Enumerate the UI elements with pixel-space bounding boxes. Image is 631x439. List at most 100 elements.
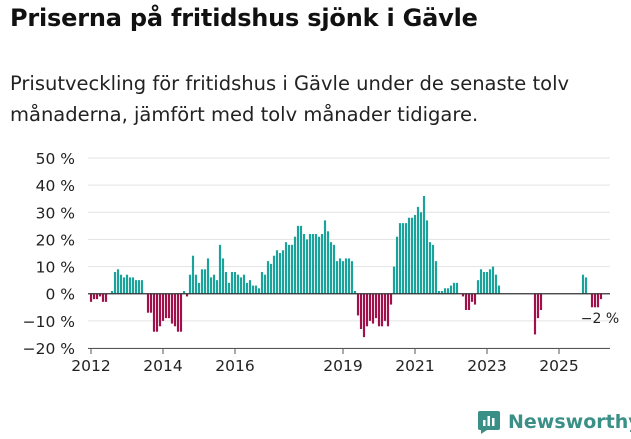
bar [488,269,492,294]
bar [446,288,450,294]
bar [239,277,243,294]
bar [347,258,351,294]
bar [389,293,393,305]
bar [110,291,114,294]
bar [206,258,210,294]
bar [335,261,339,294]
bar [491,266,495,294]
bar [113,272,117,294]
bar [449,285,453,294]
chart-title: Priserna på fritidshus sjönk i Gävle [10,4,478,32]
bar [131,277,135,294]
bar [269,263,273,294]
bar [203,269,207,294]
bar [140,280,144,294]
bar [536,293,540,319]
bar [188,274,192,294]
bar [590,293,594,308]
bar [128,277,132,294]
bar [410,217,414,294]
bar [368,293,372,321]
tick-labels: −20 % −10 % 0 % 10 % 20 % 30 % 40 % 50 % 2012 201… [23,150,620,375]
bar [281,250,285,294]
bar [383,293,387,321]
bar [248,280,252,294]
bar [173,293,177,327]
bar [365,293,369,327]
bar [209,277,213,294]
y-tick-label: −10 % [23,313,75,331]
bar [341,261,345,294]
y-tick-label: 10 % [36,259,75,277]
bar [266,261,270,294]
bar [98,293,102,297]
bar [314,234,318,294]
bar [470,293,474,302]
bar [428,242,432,294]
bar [434,261,438,294]
bar [233,272,237,294]
bar [125,274,129,294]
bar [485,272,489,294]
bar [263,274,267,294]
bar [152,293,156,332]
bar [290,244,294,294]
bar [305,239,309,294]
x-tick-label: 2025 [539,357,578,375]
bar [431,244,435,294]
bar [482,272,486,294]
bar [311,234,315,294]
bar [284,242,288,294]
bar [224,272,228,294]
y-tick-label: 50 % [36,150,75,168]
bar [245,282,249,294]
bar [212,274,216,294]
bar [401,223,405,294]
bar [350,261,354,294]
bar [116,269,120,294]
bar [443,288,447,294]
bar [353,291,357,294]
x-tick-label: 2023 [467,357,506,375]
bar [176,293,180,332]
bar [596,293,600,308]
bar [221,258,225,294]
bar [380,293,384,327]
bar [197,282,201,294]
bar [278,253,282,294]
bar [320,234,324,294]
bar [455,282,459,294]
bar [338,258,342,294]
y-tick-label: 40 % [36,177,75,195]
bar [395,236,399,294]
newsworthy-logo-icon [478,411,500,434]
bar [413,215,417,294]
x-tick-label: 2012 [71,357,110,375]
bar [230,272,234,294]
bar [308,234,312,294]
bar [473,293,477,305]
bar [371,293,375,324]
brand-logo: Newsworthy [476,405,631,439]
bar [191,255,195,294]
bar [215,280,219,294]
bar [416,206,420,294]
gridlines [88,157,610,349]
bar [467,293,471,310]
x-tick-label: 2014 [143,357,182,375]
bar [407,217,411,294]
bar [257,288,261,294]
bar [227,282,231,294]
bar [374,293,378,319]
bar [299,225,303,294]
bar [404,223,408,294]
bar [155,293,159,332]
bar [437,291,441,294]
bar [398,223,402,294]
bar [158,293,162,327]
brand-name: Newsworthy [508,411,631,433]
bar [95,293,99,300]
bar [194,274,198,294]
bar [461,293,465,297]
bar [539,293,543,310]
